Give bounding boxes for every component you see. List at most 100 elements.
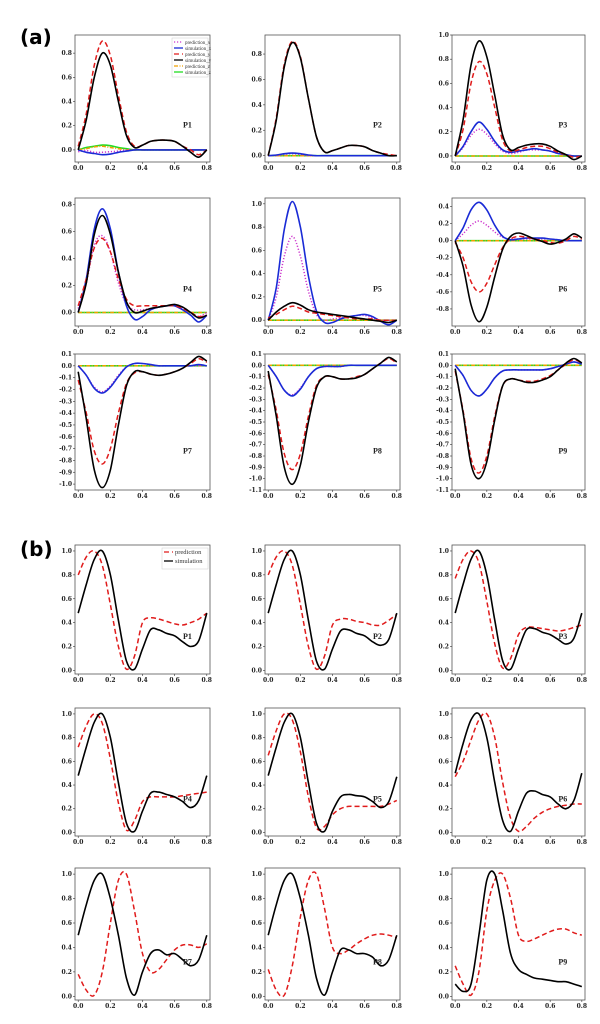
x-tick-label: 0.8 — [392, 839, 402, 846]
x-tick-label: 0.0 — [73, 165, 83, 172]
series-line-simulation — [77, 872, 208, 996]
series-line-simulation — [267, 549, 398, 671]
x-tick-label: 0.4 — [327, 1003, 337, 1010]
y-tick-label: 0.6 — [62, 920, 72, 927]
panel-label: P4 — [183, 284, 192, 293]
x-tick-label: 0.6 — [169, 493, 179, 500]
series-line-simulation-y — [267, 301, 398, 324]
x-tick-label: 0.4 — [513, 839, 523, 846]
x-tick-label: 0.8 — [392, 677, 402, 684]
y-tick-label: -0.2 — [436, 255, 449, 262]
series-line-prediction — [267, 871, 398, 998]
subplot-a-p4: 0.0 0.2 0.4 0.6 0.8 0.0 0.2 0.4 0.6 0.8 P4 — [62, 197, 212, 336]
series-line-simulation-y — [454, 232, 583, 323]
y-tick-label: 0.0 — [62, 310, 72, 317]
series-line-simulation-y — [77, 214, 208, 319]
legend: prediction simulation — [161, 547, 209, 570]
subplot-b-p5: 0.0 0.2 0.4 0.6 0.8 0.0 0.2 0.4 0.6 0.8 1.0 P5 — [252, 707, 402, 846]
y-tick-label: 0.4 — [252, 102, 262, 109]
y-tick-label: 0.8 — [62, 735, 72, 742]
series-line-simulation — [454, 870, 583, 993]
x-tick-label: 0.0 — [450, 839, 460, 846]
x-tick-label: 0.2 — [105, 677, 115, 684]
y-tick-label: 0.8 — [252, 572, 262, 579]
axes-frame — [264, 707, 401, 837]
y-tick-label: -0.1 — [59, 375, 72, 382]
legend-entry: prediction_x — [185, 41, 211, 46]
y-tick-label: 0.0 — [439, 238, 449, 245]
y-tick-label: 0.4 — [252, 271, 262, 278]
legend-entry: prediction_z — [185, 65, 211, 70]
y-tick-label: 0.6 — [252, 596, 262, 603]
series-line-simulation-x — [77, 149, 207, 156]
y-tick-label: 0.8 — [252, 51, 262, 58]
subplot-b-p1: 0.0 0.2 0.4 0.6 0.8 0.0 0.2 0.4 0.6 0.8 1.0 P1 predi… — [62, 544, 212, 684]
y-tick-label: 0.4 — [62, 99, 72, 106]
y-tick-label: -0.5 — [249, 419, 262, 426]
x-tick-label: 0.2 — [482, 165, 492, 172]
series-line-simulation-y — [77, 355, 208, 489]
y-tick-label: 0.6 — [62, 229, 72, 236]
x-tick-label: 0.8 — [202, 677, 212, 684]
series-line-simulation — [267, 872, 398, 996]
x-tick-label: 0.6 — [169, 677, 179, 684]
y-tick-label: 0.2 — [62, 969, 72, 976]
y-tick-label: 1.0 — [252, 548, 262, 555]
series-line-prediction-x — [77, 362, 207, 393]
x-tick-label: 0.0 — [263, 1003, 273, 1010]
y-tick-label: 0.6 — [439, 80, 449, 87]
y-tick-label: 1.0 — [252, 711, 262, 718]
series-line-prediction — [77, 549, 208, 671]
x-tick-label: 0.6 — [359, 165, 369, 172]
series-line-simulation-y — [77, 51, 208, 159]
series-line-simulation-y — [267, 356, 398, 486]
y-tick-label: 0.2 — [439, 644, 449, 651]
subplot-a-p8: 0.0 0.2 0.4 0.6 0.8 -1.1 -1.0 -0.9 -0.8 -0.7 -0.6 -… — [249, 351, 402, 500]
axes-frame — [451, 544, 586, 675]
panel-label: P1 — [183, 121, 192, 130]
legend-box — [161, 547, 209, 570]
series-line-simulation-x — [267, 364, 397, 397]
y-tick-label: 0.2 — [439, 969, 449, 976]
x-tick-label: 0.6 — [545, 677, 555, 684]
y-tick-label: 1.0 — [439, 711, 449, 718]
y-tick-label: 0.2 — [252, 127, 262, 134]
panel-label: P9 — [558, 957, 567, 966]
series-line-prediction-y — [77, 237, 207, 318]
y-tick-label: -0.6 — [436, 430, 449, 437]
y-tick-label: -0.2 — [249, 385, 262, 392]
y-tick-label: 0.0 — [439, 667, 449, 674]
y-tick-label: 0.0 — [62, 829, 72, 836]
x-tick-label: 0.4 — [513, 329, 523, 336]
series-line-simulation — [454, 549, 583, 671]
series-line-simulation — [77, 549, 208, 671]
panel-label: P1 — [183, 632, 192, 641]
x-tick-label: 0.6 — [359, 677, 369, 684]
y-tick-label: -0.6 — [249, 430, 262, 437]
y-tick-label: 0.8 — [62, 572, 72, 579]
subplot-b-p4: 0.0 0.2 0.4 0.6 0.8 0.0 0.2 0.4 0.6 0.8 1.0 P4 — [62, 707, 212, 846]
x-tick-label: 0.2 — [105, 1003, 115, 1010]
y-tick-label: -0.4 — [249, 408, 262, 415]
y-tick-label: 0.8 — [439, 56, 449, 63]
x-tick-label: 0.0 — [450, 165, 460, 172]
y-tick-label: 0.0 — [62, 667, 72, 674]
subplot-b-p8: 0.0 0.2 0.4 0.6 0.8 0.0 0.2 0.4 0.6 0.8 1.0 P8 — [252, 867, 402, 1010]
y-tick-label: 0.2 — [439, 806, 449, 813]
x-tick-label: 0.6 — [545, 839, 555, 846]
series-line-prediction — [454, 550, 583, 670]
y-tick-label: -0.9 — [249, 464, 262, 471]
axes-frame — [74, 707, 211, 837]
y-tick-label: 1.0 — [62, 548, 72, 555]
x-tick-label: 0.6 — [545, 1003, 555, 1010]
series-line-prediction — [77, 713, 207, 832]
y-tick-label: 1.0 — [439, 548, 449, 555]
panel-label: P6 — [558, 284, 567, 293]
panel-label: P6 — [558, 794, 567, 803]
series-line-simulation-x — [454, 121, 582, 157]
panel-label: P8 — [373, 957, 382, 966]
y-tick-label: 0.6 — [62, 74, 72, 81]
y-tick-label: -0.3 — [249, 396, 262, 403]
x-tick-label: 0.8 — [392, 1003, 402, 1010]
